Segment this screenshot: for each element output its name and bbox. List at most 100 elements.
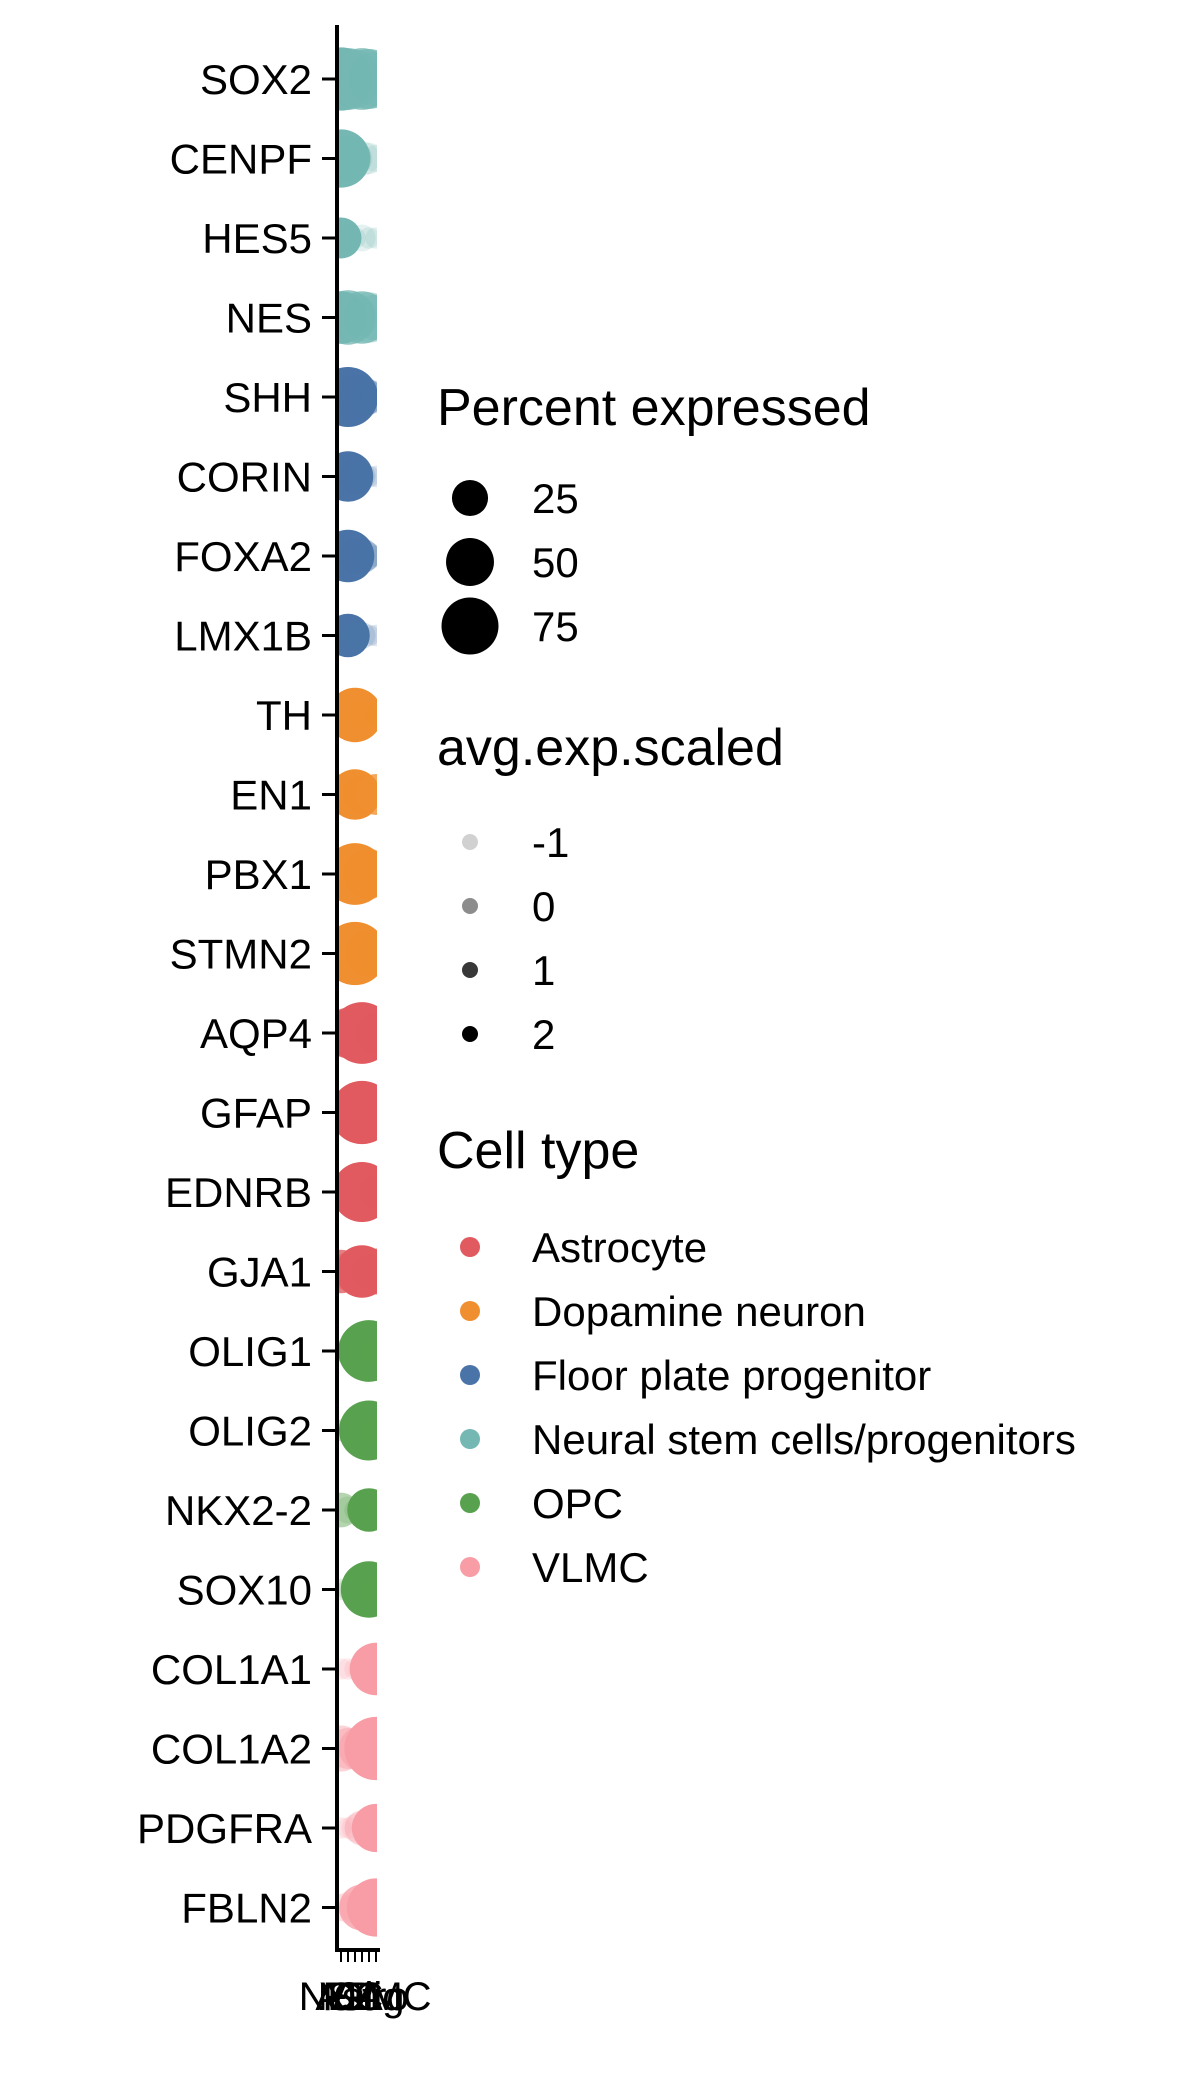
cell-type-legend-dot-floor-plate-progenitor — [460, 1365, 480, 1385]
dot-pdgfra-nsc — [337, 1817, 352, 1839]
cell-type-legend-label-vlmc: VLMC — [532, 1544, 649, 1591]
gene-label-pdgfra: PDGFRA — [137, 1805, 312, 1852]
size-legend-dot-50 — [446, 538, 494, 586]
color-legend-dot-0 — [462, 898, 478, 914]
size-legend: Percent expressed 25 50 75 — [437, 379, 871, 655]
gene-label-foxa2: FOXA2 — [174, 533, 312, 580]
dot-ednrb-olig — [346, 1169, 377, 1215]
dot-lmx1b-vlmc — [365, 624, 377, 647]
color-legend-dot-1 — [462, 834, 478, 850]
size-legend-dot-75 — [441, 597, 499, 655]
dot-sox2-olig — [339, 49, 377, 109]
dot-lmx1b-da — [341, 622, 369, 649]
gene-label-th: TH — [256, 692, 312, 739]
dot-foxa2-da — [337, 538, 373, 574]
cell-type-legend-label-astrocyte: Astrocyte — [532, 1224, 707, 1271]
x-label-olig: Olig — [333, 1975, 404, 2019]
color-legend-label-2: 2 — [532, 1011, 555, 1058]
dot-ednrb-vlmc — [358, 1174, 377, 1210]
dot-shh-da — [337, 374, 377, 420]
dot-gja1-vlmc — [353, 1248, 377, 1295]
gene-label-ednrb: EDNRB — [165, 1169, 312, 1216]
size-legend-dot-25 — [451, 479, 489, 517]
gene-label-pbx1: PBX1 — [205, 851, 312, 898]
dot-shh-olig — [351, 379, 377, 415]
x-label-nsc: NSC — [299, 1975, 383, 2019]
cell-type-legend-label-neural-stem-cells-progenitors: Neural stem cells/progenitors — [532, 1416, 1076, 1463]
dot-nes-vlmc — [353, 294, 377, 341]
cell-type-legend-dot-dopamine-neuron — [460, 1301, 480, 1321]
x-label-vlmc: VLMC — [320, 1975, 431, 2019]
gene-label-col1a2: COL1A2 — [151, 1726, 312, 1773]
dot-foxa2-olig — [355, 542, 377, 570]
dot-pbx1-astro — [337, 846, 377, 902]
gene-label-nkx2-2: NKX2-2 — [165, 1487, 312, 1534]
x-label-da: DA — [327, 1975, 383, 2019]
dot-corin-olig — [358, 465, 377, 488]
dot-shh-astro — [341, 376, 377, 418]
dot-aqp4-vlmc — [355, 1012, 377, 1054]
dot-shh-fp — [337, 367, 377, 427]
x-label-astro: Astro — [315, 1975, 408, 2019]
gene-label-shh: SHH — [223, 374, 312, 421]
dot-stmn2-astro — [337, 926, 377, 981]
dot-foxa2-fp — [337, 529, 375, 583]
dot-olig1-olig — [338, 1320, 377, 1382]
gene-label-olig2: OLIG2 — [188, 1408, 312, 1455]
gene-label-sox10: SOX10 — [177, 1567, 312, 1614]
dot-gfap-olig — [346, 1089, 377, 1136]
dot-stmn2-olig — [346, 930, 377, 977]
dot-aqp4-astro — [337, 1002, 377, 1064]
dot-nes-astro — [337, 291, 377, 344]
dot-shh-vlmc — [360, 381, 377, 413]
x-label-fp: FP — [322, 1975, 373, 2019]
size-legend-label-50: 50 — [532, 539, 579, 586]
dot-col1a1-vlmc — [349, 1642, 377, 1696]
dot-pbx1-vlmc — [353, 851, 377, 897]
dot-sox2-vlmc — [348, 51, 377, 107]
gene-label-en1: EN1 — [230, 772, 312, 819]
dot-cenpf-vlmc — [362, 145, 377, 172]
cell-type-legend-label-opc: OPC — [532, 1480, 623, 1527]
dot-cenpf-olig — [353, 142, 377, 175]
dot-hes5-vlmc — [365, 227, 377, 249]
gene-label-col1a1: COL1A1 — [151, 1646, 312, 1693]
dot-hes5-fp — [337, 224, 362, 252]
gene-label-corin: CORIN — [177, 454, 312, 501]
cell-type-legend-dot-vlmc — [460, 1557, 480, 1577]
dot-fbln2-vlmc — [346, 1878, 377, 1937]
cell-type-legend-label-dopamine-neuron: Dopamine neuron — [532, 1288, 866, 1335]
dot-foxa2-vlmc — [365, 545, 377, 567]
dot-corin-fp — [337, 451, 374, 502]
dot-lmx1b-fp — [337, 613, 370, 658]
dot-nkx2-2-vlmc — [365, 1499, 377, 1521]
dot-hes5-astro — [348, 224, 376, 252]
dot-cenpf-da — [337, 141, 373, 176]
dot-th-astro — [348, 701, 376, 729]
color-legend-label-1: 1 — [532, 947, 555, 994]
y-axis: SOX2 CENPF HES5 NES SHH CORIN FOXA2 LMX1B TH EN1 P… — [137, 56, 337, 1932]
gene-label-gja1: GJA1 — [207, 1249, 312, 1296]
gene-label-hes5: HES5 — [202, 215, 312, 262]
dot-pdgfra-vlmc — [351, 1803, 377, 1853]
dot-lmx1b-olig — [358, 624, 377, 647]
dot-cenpf-nsc — [337, 129, 371, 188]
dot-th-da — [337, 687, 377, 743]
color-legend: avg.exp.scaled -1 0 1 2 — [437, 719, 784, 1058]
dot-th-vlmc — [365, 704, 377, 726]
cell-type-legend: Cell type Astrocyte Dopamine neuron Floor … — [437, 1122, 1076, 1591]
size-legend-title: Percent expressed — [437, 379, 871, 437]
dot-pbx1-olig — [343, 848, 377, 900]
dot-olig2-olig — [339, 1400, 377, 1461]
gene-label-nes: NES — [226, 295, 312, 342]
gene-label-olig1: OLIG1 — [188, 1328, 312, 1375]
cell-type-legend-label-floor-plate-progenitor: Floor plate progenitor — [532, 1352, 931, 1399]
dot-aqp4-olig — [346, 1010, 377, 1056]
dot-col1a1-nsc — [337, 1658, 352, 1680]
dot-hes5-olig — [358, 227, 377, 249]
plot-dots — [337, 47, 377, 1937]
dot-hes5-nsc — [337, 217, 362, 259]
gene-label-fbln2: FBLN2 — [181, 1885, 312, 1932]
